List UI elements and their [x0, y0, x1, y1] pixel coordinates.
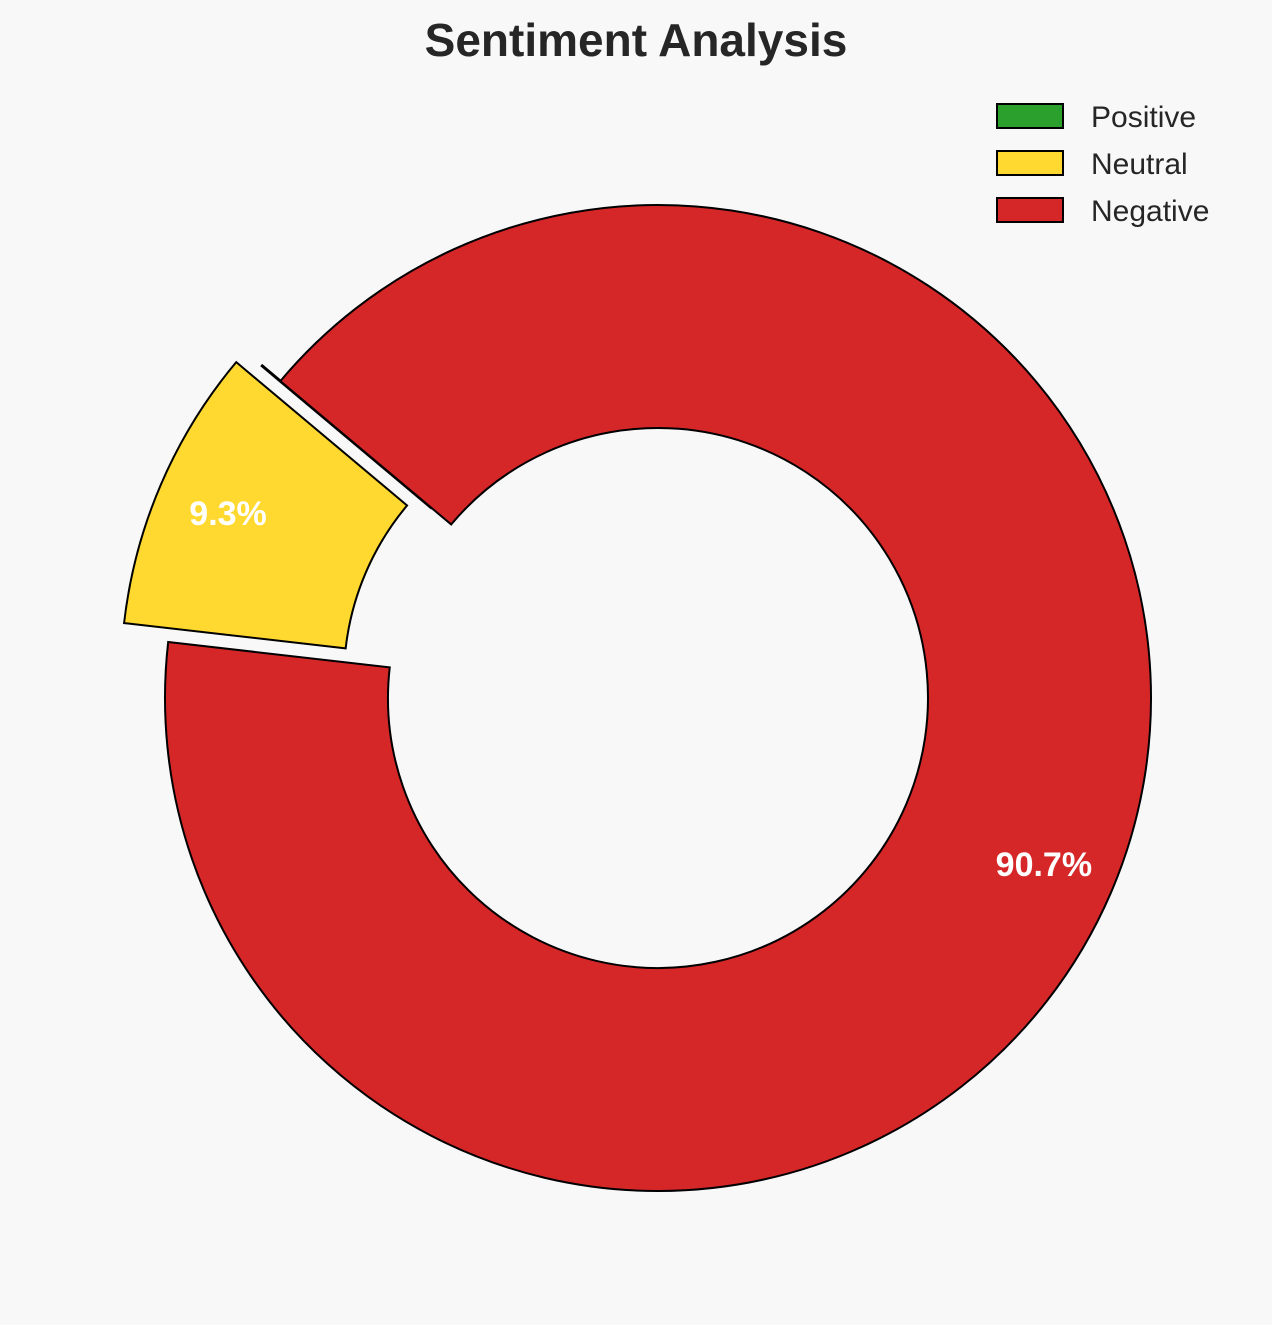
- pct-label-negative: 90.7%: [996, 846, 1092, 884]
- legend-label-neutral: Neutral: [1091, 148, 1188, 181]
- legend-swatch-negative: [996, 197, 1064, 223]
- legend-label-positive: Positive: [1091, 101, 1196, 134]
- legend: Positive Neutral Negative: [996, 101, 1209, 228]
- chart-title: Sentiment Analysis: [425, 14, 848, 66]
- legend-label-negative: Negative: [1091, 195, 1209, 228]
- slice-negative: [164, 204, 1152, 1192]
- legend-swatch-positive: [996, 103, 1064, 129]
- slice-neutral: [122, 360, 409, 650]
- pct-label-neutral: 9.3%: [189, 495, 267, 533]
- legend-swatch-neutral: [996, 150, 1064, 176]
